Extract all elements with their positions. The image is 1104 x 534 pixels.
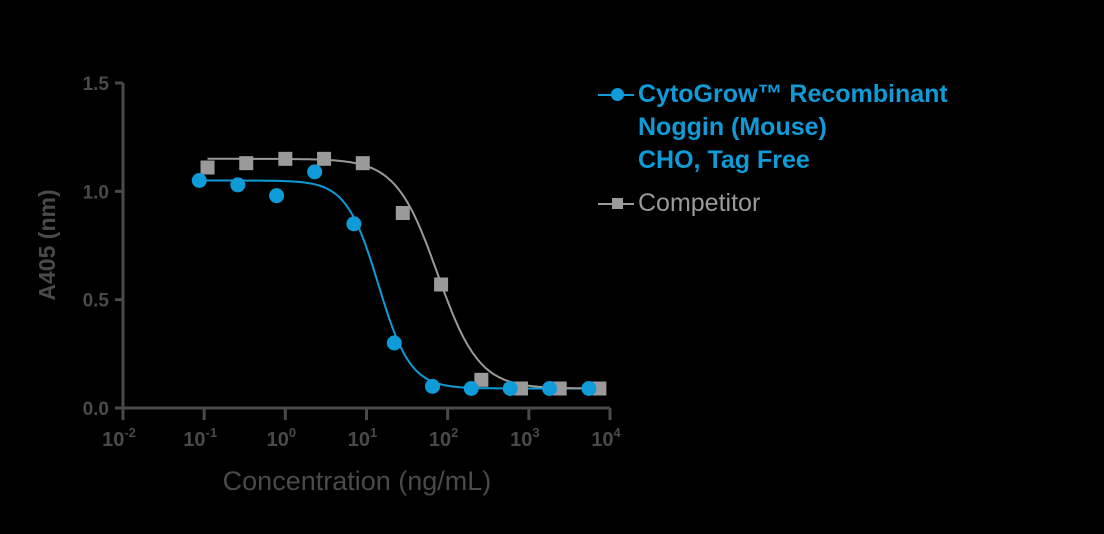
legend-label-line: Noggin (Mouse) <box>638 113 827 141</box>
cytogrow-point <box>463 381 479 396</box>
competitor-point <box>513 381 528 396</box>
cytogrow-point <box>542 381 558 396</box>
fit-curves <box>199 157 600 390</box>
legend-item-cytogrow: CytoGrow™ Recombinant Noggin (Mouse) CHO… <box>596 78 948 177</box>
svg-text:102: 102 <box>429 425 458 451</box>
competitor-point <box>474 372 489 387</box>
cytogrow-point <box>230 177 246 193</box>
legend-label-line: CytoGrow™ Recombinant <box>638 80 948 108</box>
cytogrow-point <box>307 164 323 180</box>
competitor-point <box>278 151 293 166</box>
legend-item-competitor: Competitor <box>596 187 948 220</box>
svg-text:0.5: 0.5 <box>83 291 110 312</box>
svg-text:100: 100 <box>267 425 296 451</box>
y-axis-label: A405 (nm) <box>34 189 60 300</box>
svg-text:1.5: 1.5 <box>83 74 110 95</box>
competitor-point <box>355 156 370 171</box>
cytogrow-point <box>424 378 440 394</box>
cytogrow-point <box>191 173 207 188</box>
competitor-point <box>552 381 567 396</box>
svg-text:101: 101 <box>348 425 377 451</box>
x-axis-label: Concentration (ng/mL) <box>223 466 492 496</box>
legend-label: Competitor <box>638 189 761 217</box>
competitor-point <box>239 156 254 171</box>
svg-text:0.0: 0.0 <box>83 399 109 420</box>
data-points <box>191 151 607 396</box>
cytogrow-point <box>269 188 285 204</box>
svg-text:10‑2: 10‑2 <box>102 425 136 451</box>
svg-text:10‑1: 10‑1 <box>183 425 217 451</box>
cytogrow-point <box>386 335 402 351</box>
svg-text:1.0: 1.0 <box>83 182 109 203</box>
cytogrow-point <box>346 216 362 232</box>
competitor-point <box>200 160 215 175</box>
competitor-point <box>592 381 607 396</box>
svg-text:104: 104 <box>591 425 621 451</box>
cytogrow-point <box>502 381 518 396</box>
competitor-point <box>395 206 410 220</box>
svg-text:103: 103 <box>510 425 539 451</box>
axes: 0.0 0.5 1.0 1.5 10‑2 10‑1 100 101 102 103 104 <box>83 74 622 451</box>
cytogrow-point <box>581 381 597 396</box>
legend: CytoGrow™ Recombinant Noggin (Mouse) CHO… <box>596 78 948 220</box>
circle-marker-icon <box>596 78 638 111</box>
legend-label-line: CHO, Tag Free <box>638 146 810 174</box>
competitor-point <box>317 151 332 166</box>
square-marker-icon <box>596 187 638 220</box>
competitor-point <box>434 277 449 292</box>
